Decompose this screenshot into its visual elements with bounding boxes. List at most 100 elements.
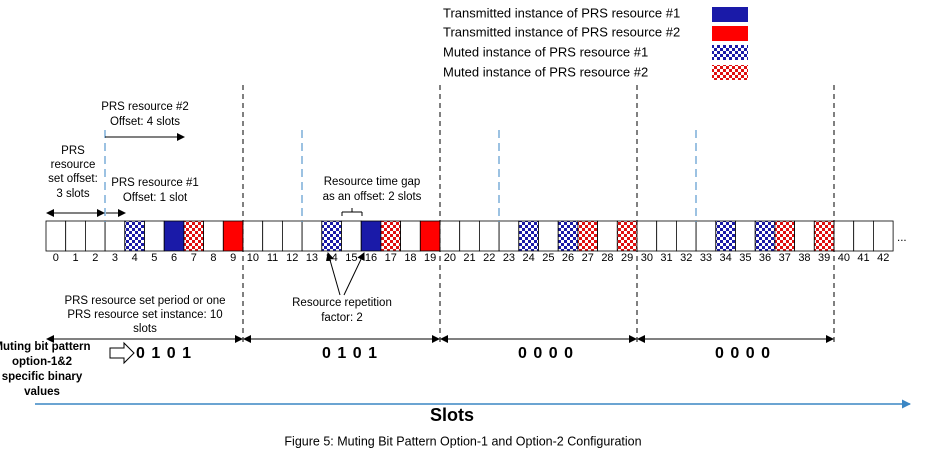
slot-label: 24 bbox=[523, 252, 535, 264]
bit-label: Muting bit pattern bbox=[0, 341, 91, 353]
slot-label: 15 bbox=[345, 252, 357, 264]
slot-label: 3 bbox=[112, 252, 118, 264]
slot bbox=[281, 220, 303, 252]
annotations: PRS resource #2 Offset: 4 slots PRS reso… bbox=[48, 101, 422, 335]
axis-label: Slots bbox=[430, 405, 474, 425]
slot bbox=[676, 220, 697, 252]
legend-label: Muted instance of PRS resource #1 bbox=[443, 44, 648, 59]
slot-label: 8 bbox=[210, 252, 216, 264]
slot-label: 19 bbox=[424, 252, 436, 264]
legend-swatch bbox=[712, 45, 748, 60]
bit-label: values bbox=[24, 386, 60, 398]
slot bbox=[813, 220, 835, 252]
slot bbox=[597, 220, 618, 252]
slot-label: 1 bbox=[72, 252, 78, 264]
slot-label: 11 bbox=[267, 252, 278, 264]
slot-label: 4 bbox=[132, 252, 138, 264]
slot bbox=[557, 220, 579, 252]
slot-label: 2 bbox=[92, 252, 98, 264]
slot-label: 34 bbox=[720, 252, 732, 264]
slot bbox=[85, 220, 106, 252]
slot-label: 5 bbox=[151, 252, 157, 264]
slot-label: 20 bbox=[444, 252, 456, 264]
slot bbox=[459, 220, 480, 252]
slot-label: 40 bbox=[838, 252, 850, 264]
slot bbox=[360, 220, 382, 252]
slot bbox=[144, 220, 165, 252]
caption: Figure 5: Muting Bit Pattern Option-1 an… bbox=[284, 434, 641, 448]
slot bbox=[754, 220, 776, 252]
slot bbox=[65, 220, 86, 252]
slot bbox=[735, 220, 756, 252]
slot bbox=[124, 220, 145, 252]
slot bbox=[478, 220, 500, 252]
slot bbox=[222, 220, 244, 252]
annotation: Offset: 4 slots bbox=[110, 116, 180, 128]
slot bbox=[715, 220, 736, 252]
slot bbox=[794, 220, 815, 252]
slot-label: 37 bbox=[779, 252, 791, 264]
bit-label: specific binary bbox=[2, 371, 83, 383]
slot-label: 21 bbox=[463, 252, 475, 264]
slot bbox=[262, 220, 283, 252]
bit-value: 0 0 0 0 bbox=[518, 345, 574, 362]
slot-label: 26 bbox=[562, 252, 574, 264]
bit-label: option-1&2 bbox=[12, 356, 72, 368]
legend-label: Transmitted instance of PRS resource #1 bbox=[443, 5, 680, 20]
slot bbox=[518, 220, 539, 252]
annotation: factor: 2 bbox=[321, 312, 363, 324]
slot-label: 25 bbox=[542, 252, 554, 264]
annotation: PRS resource #2 bbox=[101, 101, 189, 113]
slot bbox=[873, 220, 894, 252]
slot bbox=[380, 220, 401, 252]
slot bbox=[45, 220, 67, 252]
annotation: PRS resource set period or one bbox=[64, 295, 225, 307]
slot bbox=[833, 220, 855, 252]
annotation: Resource time gap bbox=[324, 176, 421, 188]
slot-label: 6 bbox=[171, 252, 177, 264]
slot bbox=[242, 220, 264, 252]
slot bbox=[321, 220, 342, 252]
annotation: Offset: 1 slot bbox=[123, 192, 188, 204]
slot-label: 29 bbox=[621, 252, 633, 264]
annotation: as an offset: 2 slots bbox=[323, 191, 422, 203]
legend-swatch bbox=[712, 65, 748, 80]
annotation: slots bbox=[133, 323, 157, 335]
slot-label: 22 bbox=[483, 252, 495, 264]
slot-label: 7 bbox=[191, 252, 197, 264]
slot-label: 27 bbox=[582, 252, 594, 264]
slot-label: 0 bbox=[53, 252, 59, 264]
slot-label: 41 bbox=[857, 252, 869, 264]
annotation: resource bbox=[51, 159, 96, 171]
slot-label: 28 bbox=[601, 252, 613, 264]
slot-label: 12 bbox=[286, 252, 298, 264]
slot bbox=[577, 220, 599, 252]
annotation: PRS bbox=[61, 145, 85, 157]
set-offset-markers bbox=[104, 130, 697, 222]
slot bbox=[183, 220, 204, 252]
slot-label: 38 bbox=[798, 252, 810, 264]
slot-label: 33 bbox=[700, 252, 712, 264]
slot-label: 42 bbox=[877, 252, 889, 264]
slot-label: 36 bbox=[759, 252, 771, 264]
slot-row: 0 1 2 3 4 5 6 7 8 9 10 11 12 13 14 15 16 17 18 19 20 21 22 23 24… bbox=[45, 220, 894, 264]
bit-value: 0 1 0 1 bbox=[322, 345, 378, 362]
slot bbox=[104, 220, 126, 252]
bit-pattern-label: Muting bit pattern option-1&2 specific b… bbox=[0, 341, 91, 398]
slot bbox=[400, 220, 421, 252]
slot-label: 30 bbox=[641, 252, 653, 264]
annotation: PRS resource set instance: 10 bbox=[67, 309, 222, 321]
slot-label: 39 bbox=[818, 252, 830, 264]
bit-value: 0 0 0 0 bbox=[715, 345, 771, 362]
slot bbox=[636, 220, 658, 252]
slot-label: 23 bbox=[503, 252, 515, 264]
slot bbox=[341, 220, 362, 252]
ellipsis: ... bbox=[897, 232, 907, 244]
arrows bbox=[46, 133, 834, 365]
period-boundaries bbox=[242, 85, 835, 345]
slot bbox=[616, 220, 638, 252]
annotation: Resource repetition bbox=[292, 297, 392, 309]
slot bbox=[656, 220, 677, 252]
slot bbox=[538, 220, 559, 252]
slot-label: 35 bbox=[739, 252, 751, 264]
